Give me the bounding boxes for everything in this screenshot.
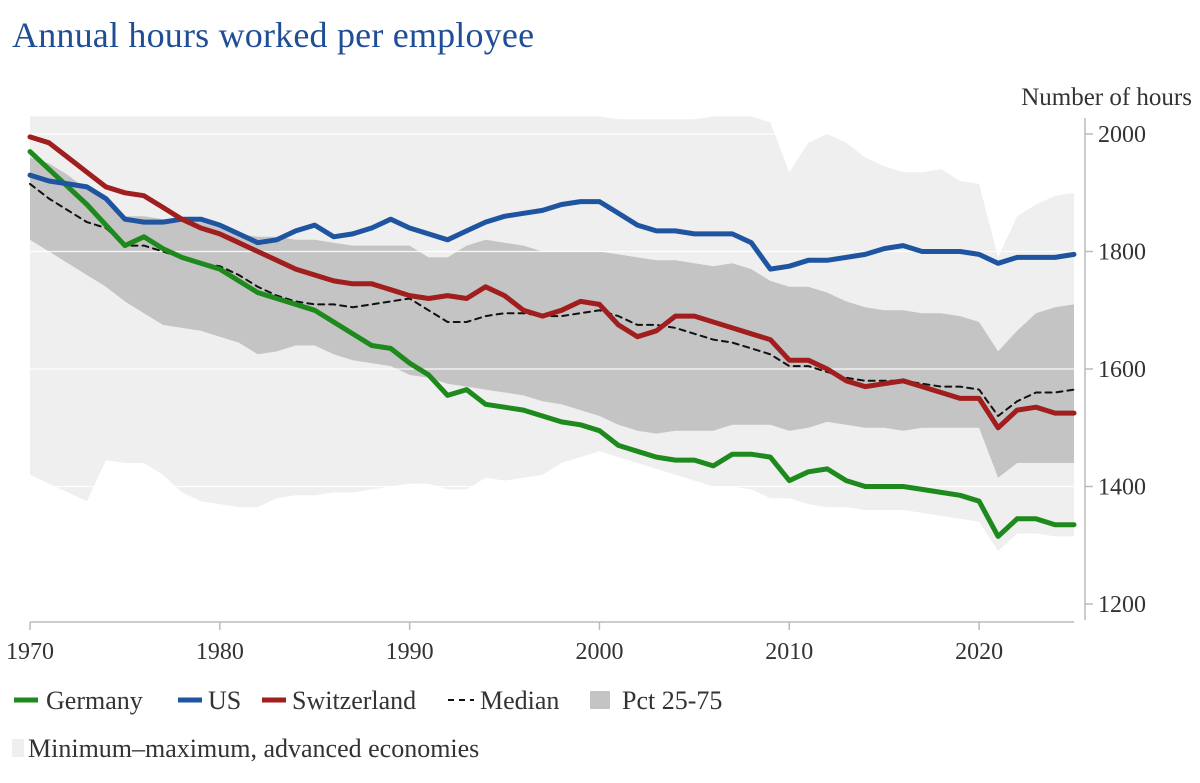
legend-item-pct-25-75: Pct 25-75 [590, 686, 722, 715]
y-tick-label-1600: 1600 [1098, 357, 1146, 383]
legend-item-germany: Germany [14, 686, 143, 715]
band-layer [30, 116, 1074, 552]
series-median-line [29, 182, 1075, 417]
grid-layer [30, 133, 1074, 605]
series-germany-line [27, 149, 1077, 539]
legend: Germany US Switzerland Median Pct 25-75 Minim… [12, 686, 722, 763]
legend-label: Germany [46, 686, 143, 715]
y-axis-label: Number of hours [1021, 84, 1192, 111]
chart-title: Annual hours worked per employee [12, 15, 535, 55]
x-tick-label-1980: 1980 [196, 639, 244, 665]
series-layer [27, 134, 1077, 539]
legend-swatch [12, 739, 24, 757]
y-tick-label-1400: 1400 [1098, 475, 1146, 501]
y-tick-label-2000: 2000 [1098, 122, 1146, 148]
legend-label: Minimum–maximum, advanced economies [28, 734, 479, 763]
legend-label: Pct 25-75 [622, 686, 722, 715]
series-us-line [27, 172, 1077, 272]
legend-label: Switzerland [292, 686, 416, 715]
x-tick-label-2020: 2020 [955, 639, 1003, 665]
legend-item-median: Median [448, 686, 559, 715]
legend-item-us: US [178, 686, 241, 715]
y-tick-label-1800: 1800 [1098, 240, 1146, 266]
legend-swatch [590, 691, 610, 709]
x-tick-label-2010: 2010 [765, 639, 813, 665]
legend-item-switzerland: Switzerland [262, 686, 416, 715]
band-pct-25-75 [30, 157, 1074, 478]
y-tick-label-1200: 1200 [1098, 592, 1146, 618]
series-switzerland-line [27, 134, 1077, 431]
x-tick-label-1970: 1970 [6, 639, 54, 665]
legend-label: Median [480, 686, 559, 715]
x-tick-label-2000: 2000 [575, 639, 623, 665]
x-tick-label-1990: 1990 [386, 639, 434, 665]
axis-layer: 1200 1400 1600 1800 2000 1970 1980 1990 2000 2010… [6, 118, 1146, 665]
legend-label: US [208, 686, 241, 715]
legend-item-minimum-maximum-advanced-economies: Minimum–maximum, advanced economies [12, 734, 479, 763]
